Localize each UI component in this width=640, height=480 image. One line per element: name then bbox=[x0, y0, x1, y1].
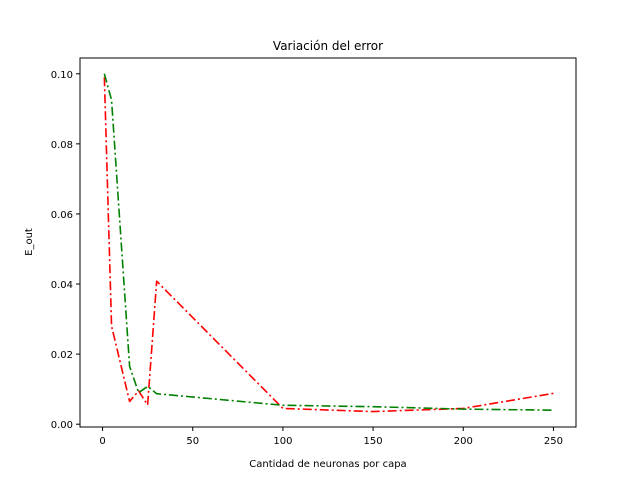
x-axis-label: Cantidad de neuronas por capa bbox=[249, 459, 406, 470]
y-tick-label: 0.08 bbox=[51, 140, 73, 151]
series-2-point bbox=[111, 99, 113, 101]
x-tick-label: 100 bbox=[273, 436, 292, 447]
x-axis: 0 50 100 150 200 250 bbox=[99, 427, 563, 447]
series-2-point bbox=[147, 386, 149, 388]
series-1-point bbox=[553, 393, 555, 395]
y-tick-label: 0.02 bbox=[51, 350, 73, 361]
x-tick-label: 0 bbox=[99, 436, 105, 447]
y-tick-label: 0.00 bbox=[51, 420, 73, 431]
y-tick-label: 0.04 bbox=[51, 280, 73, 291]
y-axis-label: E_out bbox=[24, 228, 35, 256]
series-2-point bbox=[372, 406, 374, 408]
x-tick-label: 50 bbox=[186, 436, 199, 447]
series-2-point bbox=[462, 408, 464, 410]
series-2-point bbox=[138, 392, 140, 394]
y-tick-label: 0.10 bbox=[51, 70, 73, 81]
series-1-point bbox=[156, 280, 158, 282]
series-2-point bbox=[156, 393, 158, 395]
plot-area-frame bbox=[79, 57, 577, 428]
series-2-point bbox=[104, 73, 106, 75]
series-1-point bbox=[372, 411, 374, 413]
series-2-point bbox=[129, 366, 131, 368]
series-1-point bbox=[129, 401, 131, 403]
y-axis: 0.00 0.02 0.04 0.06 0.08 0.10 bbox=[51, 70, 80, 431]
series-line-1 bbox=[103, 77, 554, 413]
series-line-2 bbox=[103, 73, 554, 411]
y-tick-label: 0.06 bbox=[51, 210, 73, 221]
series-2-point bbox=[282, 404, 284, 406]
series-layer bbox=[103, 73, 555, 413]
series-1-point bbox=[282, 408, 284, 410]
x-tick-label: 150 bbox=[364, 436, 383, 447]
series-2-point bbox=[553, 409, 555, 411]
x-tick-label: 200 bbox=[454, 436, 473, 447]
series-1-point bbox=[147, 404, 149, 406]
chart-title: Variación del error bbox=[273, 39, 383, 53]
x-tick-label: 250 bbox=[544, 436, 563, 447]
series-1-point bbox=[111, 325, 113, 327]
